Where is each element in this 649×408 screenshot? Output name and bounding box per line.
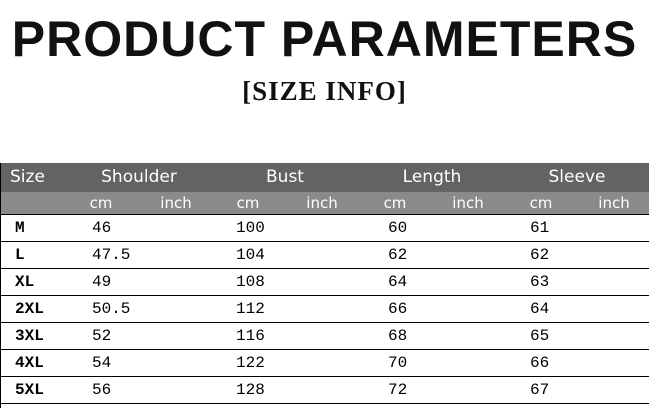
- unit-header: cm: [529, 194, 553, 212]
- unit-header: inch: [598, 194, 630, 212]
- size-cell: M: [15, 219, 25, 237]
- value-cell: 112: [236, 300, 265, 318]
- row-border: [0, 268, 649, 269]
- unit-header: cm: [236, 194, 260, 212]
- value-cell: 65: [530, 327, 550, 345]
- row-border: [0, 214, 649, 215]
- column-header: Length: [402, 167, 462, 187]
- value-cell: 64: [388, 273, 408, 291]
- size-cell: L: [15, 246, 25, 264]
- value-cell: 62: [530, 246, 550, 264]
- title: PRODUCT PARAMETERS: [11, 11, 638, 67]
- size-cell: 4XL: [15, 354, 44, 372]
- unit-header: cm: [89, 194, 113, 212]
- row-border: [0, 403, 649, 404]
- value-cell: 72: [388, 381, 408, 399]
- size-cell: 3XL: [15, 327, 44, 345]
- column-header: Bust: [266, 167, 304, 187]
- value-cell: 63: [530, 273, 550, 291]
- value-cell: 56: [92, 381, 112, 399]
- value-cell: 68: [388, 327, 408, 345]
- value-cell: 52: [92, 327, 112, 345]
- value-cell: 67: [530, 381, 550, 399]
- value-cell: 128: [236, 381, 265, 399]
- value-cell: 47.5: [92, 246, 131, 264]
- row-border: [0, 349, 649, 350]
- row-border: [0, 241, 649, 242]
- value-cell: 49: [92, 273, 112, 291]
- value-cell: 50.5: [92, 300, 131, 318]
- unit-row: [0, 192, 649, 214]
- value-cell: 62: [388, 246, 408, 264]
- value-cell: 61: [530, 219, 550, 237]
- left-border: [0, 163, 1, 408]
- value-cell: 116: [236, 327, 265, 345]
- row-border: [0, 295, 649, 296]
- value-cell: 66: [388, 300, 408, 318]
- value-cell: 66: [530, 354, 550, 372]
- value-cell: 54: [92, 354, 112, 372]
- unit-header: inch: [160, 194, 192, 212]
- value-cell: 100: [236, 219, 265, 237]
- size-cell: XL: [15, 273, 35, 291]
- row-border: [0, 322, 649, 323]
- unit-header: cm: [383, 194, 407, 212]
- row-border: [0, 376, 649, 377]
- unit-header: inch: [452, 194, 484, 212]
- size-cell: 5XL: [15, 381, 44, 399]
- header-row: [0, 163, 649, 192]
- value-cell: 104: [236, 246, 265, 264]
- value-cell: 108: [236, 273, 265, 291]
- column-header: Size: [10, 167, 45, 187]
- value-cell: 64: [530, 300, 550, 318]
- column-header: Shoulder: [101, 167, 177, 187]
- value-cell: 46: [92, 219, 112, 237]
- value-cell: 122: [236, 354, 265, 372]
- subtitle: [SIZE INFO]: [242, 76, 407, 106]
- value-cell: 60: [388, 219, 408, 237]
- value-cell: 70: [388, 354, 408, 372]
- column-header: Sleeve: [548, 167, 606, 187]
- size-cell: 2XL: [15, 300, 44, 318]
- unit-header: inch: [306, 194, 338, 212]
